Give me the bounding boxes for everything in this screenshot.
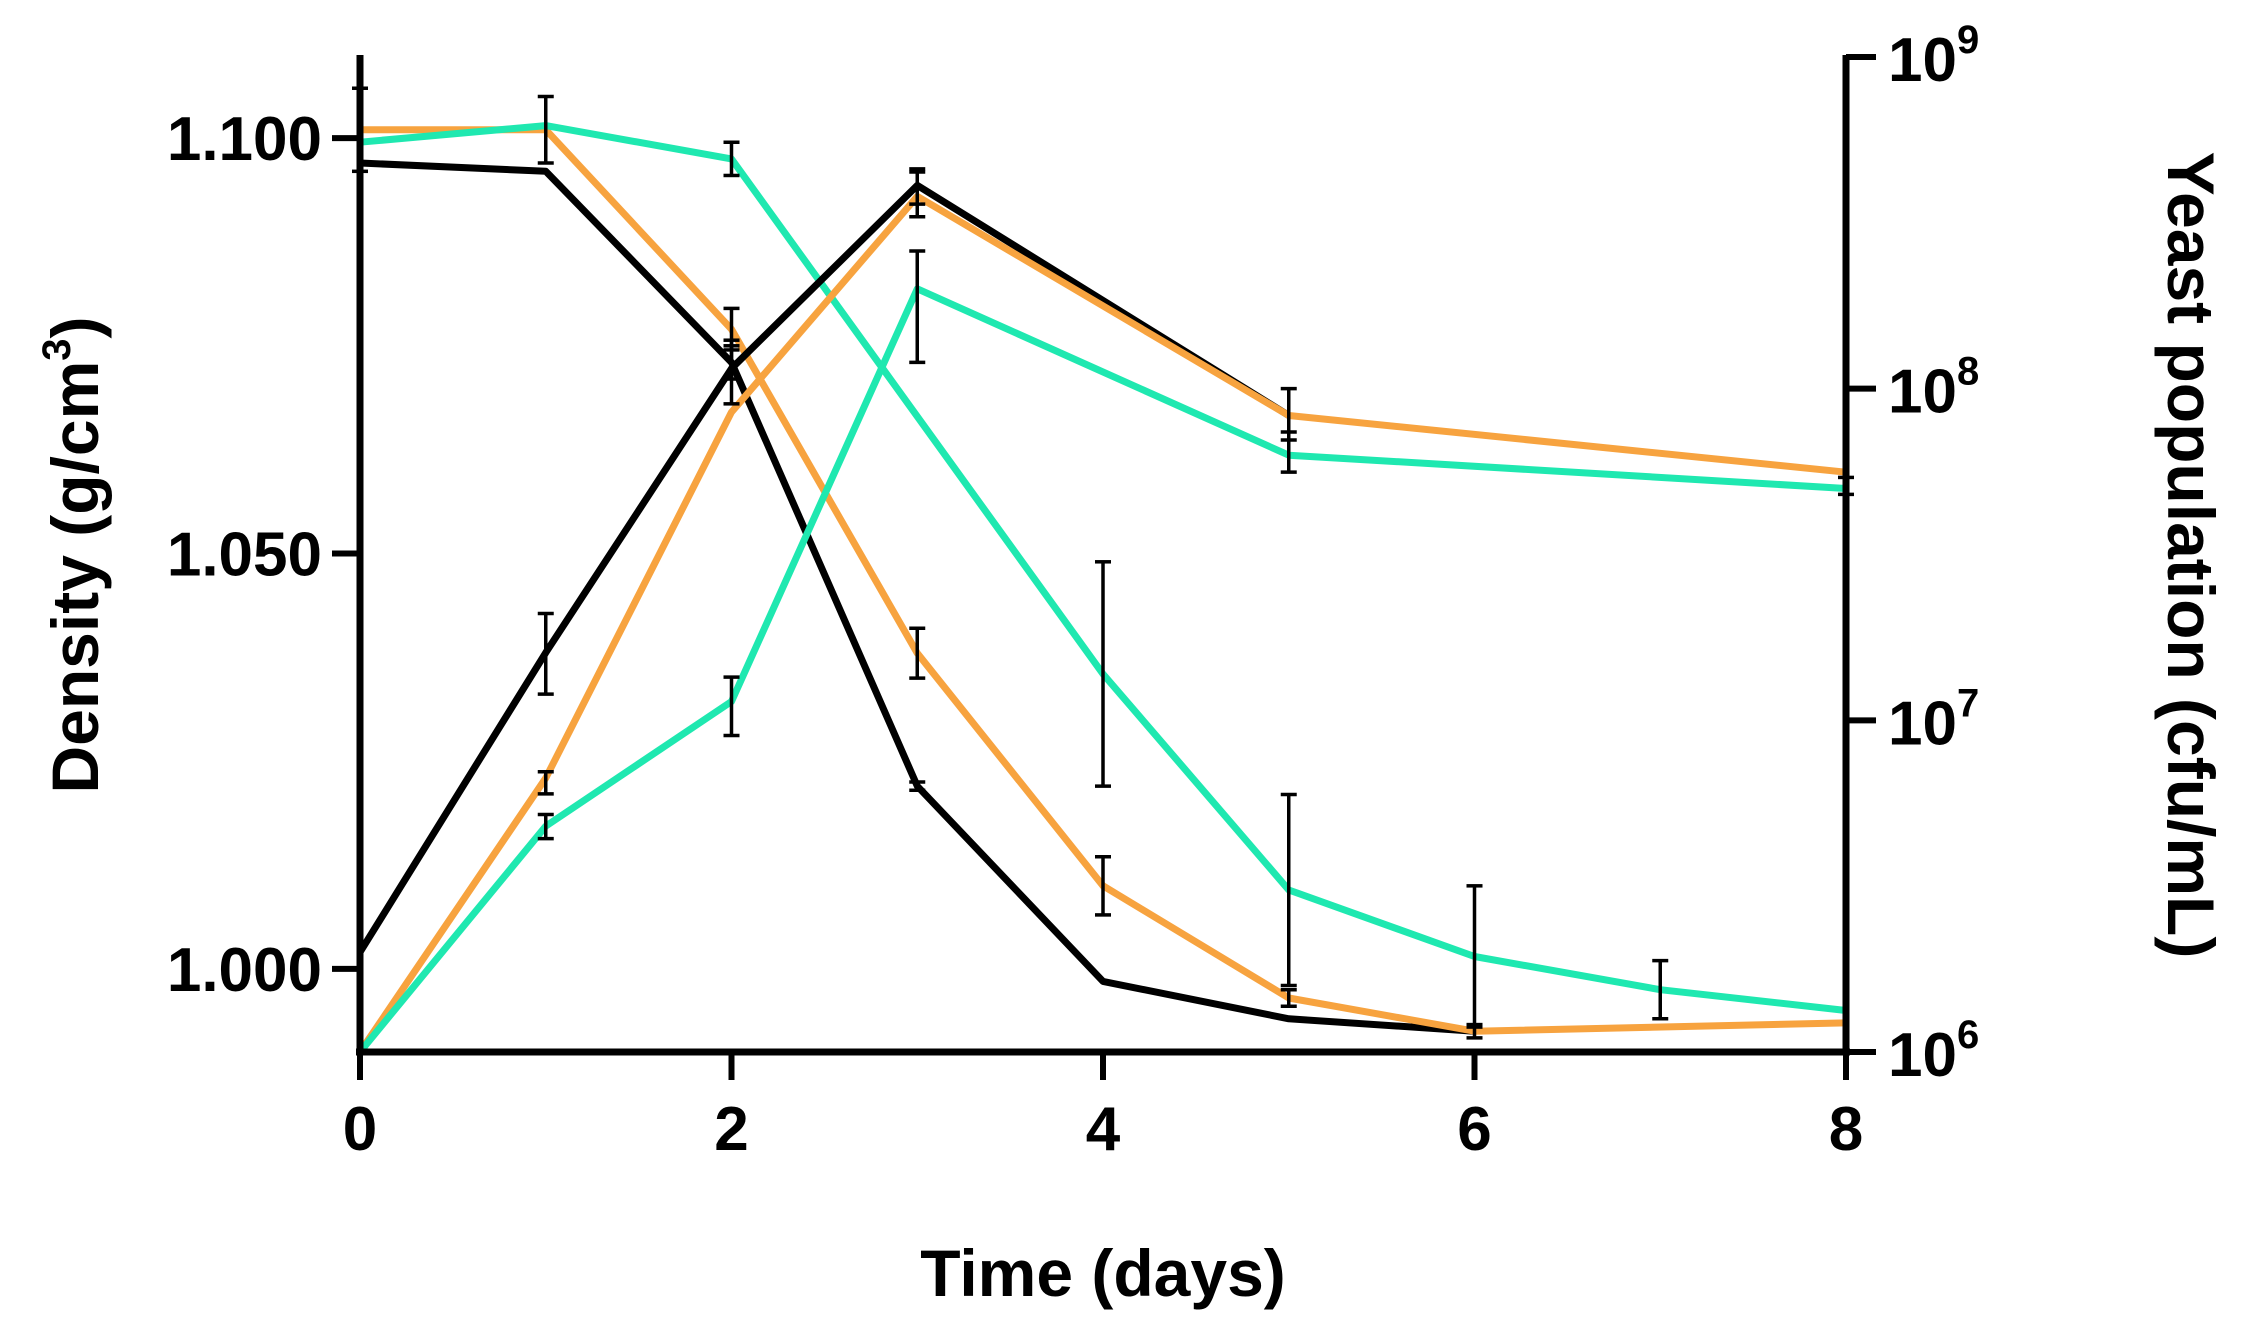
- series-line-green-yeast-population: [356, 285, 1850, 1056]
- error-bar: [1466, 884, 1483, 1029]
- x-tick-label: 4: [1086, 1095, 1121, 1164]
- errorbar-layer: [352, 86, 1854, 1040]
- x-tick-label: 2: [714, 1095, 748, 1164]
- error-bar: [909, 780, 926, 793]
- series-line-green-density: [356, 122, 1850, 1014]
- x-axis-title: Time (days): [920, 1236, 1286, 1310]
- error-bar: [1652, 958, 1669, 1021]
- error-bar: [723, 338, 740, 406]
- error-bar: [909, 626, 926, 680]
- right-y-tick-label: 107: [1888, 681, 1979, 758]
- error-bar: [537, 812, 554, 841]
- error-bar: [909, 249, 926, 365]
- right-y-tick-label: 108: [1888, 350, 1979, 427]
- error-bar: [723, 675, 740, 738]
- series-layer: [356, 122, 1850, 1056]
- error-bar: [1280, 792, 1297, 988]
- error-bar: [1095, 560, 1111, 788]
- error-bar: [1095, 855, 1111, 917]
- x-tick-label: 0: [343, 1095, 377, 1164]
- error-bar: [537, 769, 554, 796]
- x-tick-label: 8: [1829, 1095, 1863, 1164]
- error-bar: [723, 140, 740, 178]
- series-line-orange-yeast-population: [356, 192, 1850, 1056]
- error-bar: [537, 94, 554, 165]
- left-y-tick-label: 1.050: [167, 521, 322, 590]
- ticks-layer: 0 2 4 6 8 1.000 1.050 1.100 106 107 108 109: [167, 18, 1979, 1164]
- left-y-tick-label: 1.000: [167, 936, 322, 1005]
- error-bar: [537, 611, 554, 696]
- right-y-tick-label: 109: [1888, 18, 1979, 95]
- left-y-axis-title-end: ): [38, 316, 112, 338]
- right-y-tick-label: 106: [1888, 1013, 1979, 1090]
- left-y-axis-title-main: Density (g/cm: [38, 361, 112, 794]
- error-bar: [909, 170, 926, 219]
- left-y-axis-title-sup: 3: [35, 338, 79, 360]
- left-y-tick-label: 1.100: [167, 105, 322, 174]
- series-line-orange-density: [356, 126, 1850, 1035]
- error-bar: [1280, 987, 1297, 1009]
- right-y-axis-title: Yeast population (cfu/mL): [2154, 152, 2228, 959]
- error-bar: [1280, 430, 1297, 474]
- x-tick-label: 6: [1457, 1095, 1491, 1164]
- left-y-axis-title: Density (g/cm3): [35, 316, 112, 793]
